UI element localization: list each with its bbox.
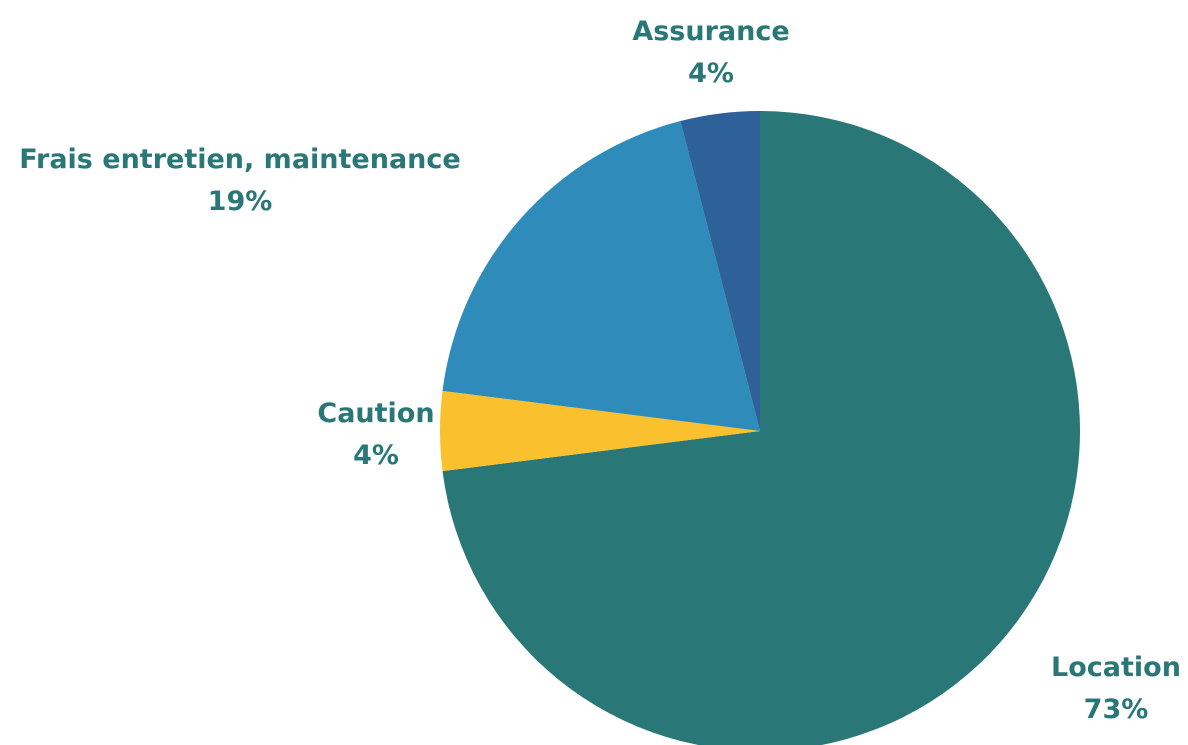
slice-label-location: Location	[1051, 652, 1181, 683]
slice-value-location: 73%	[1084, 694, 1149, 725]
slice-value-frais-entretien-maintenance: 19%	[208, 186, 273, 217]
pie-slice-frais-entretien-maintenance	[442, 121, 760, 432]
pie-slice-caution	[439, 390, 760, 472]
pie-slice-location	[442, 111, 1080, 745]
pie-labels: Location 73% Caution 4% Frais entretien, mai…	[19, 16, 1181, 725]
slice-value-caution: 4%	[353, 440, 399, 471]
slice-value-assurance: 4%	[688, 58, 734, 89]
pie-slice-assurance	[680, 111, 760, 431]
slice-label-frais-entretien-maintenance: Frais entretien, maintenance	[19, 144, 460, 175]
pie-slices	[439, 111, 1080, 745]
slice-label-assurance: Assurance	[632, 16, 789, 47]
slice-label-caution: Caution	[317, 398, 434, 429]
